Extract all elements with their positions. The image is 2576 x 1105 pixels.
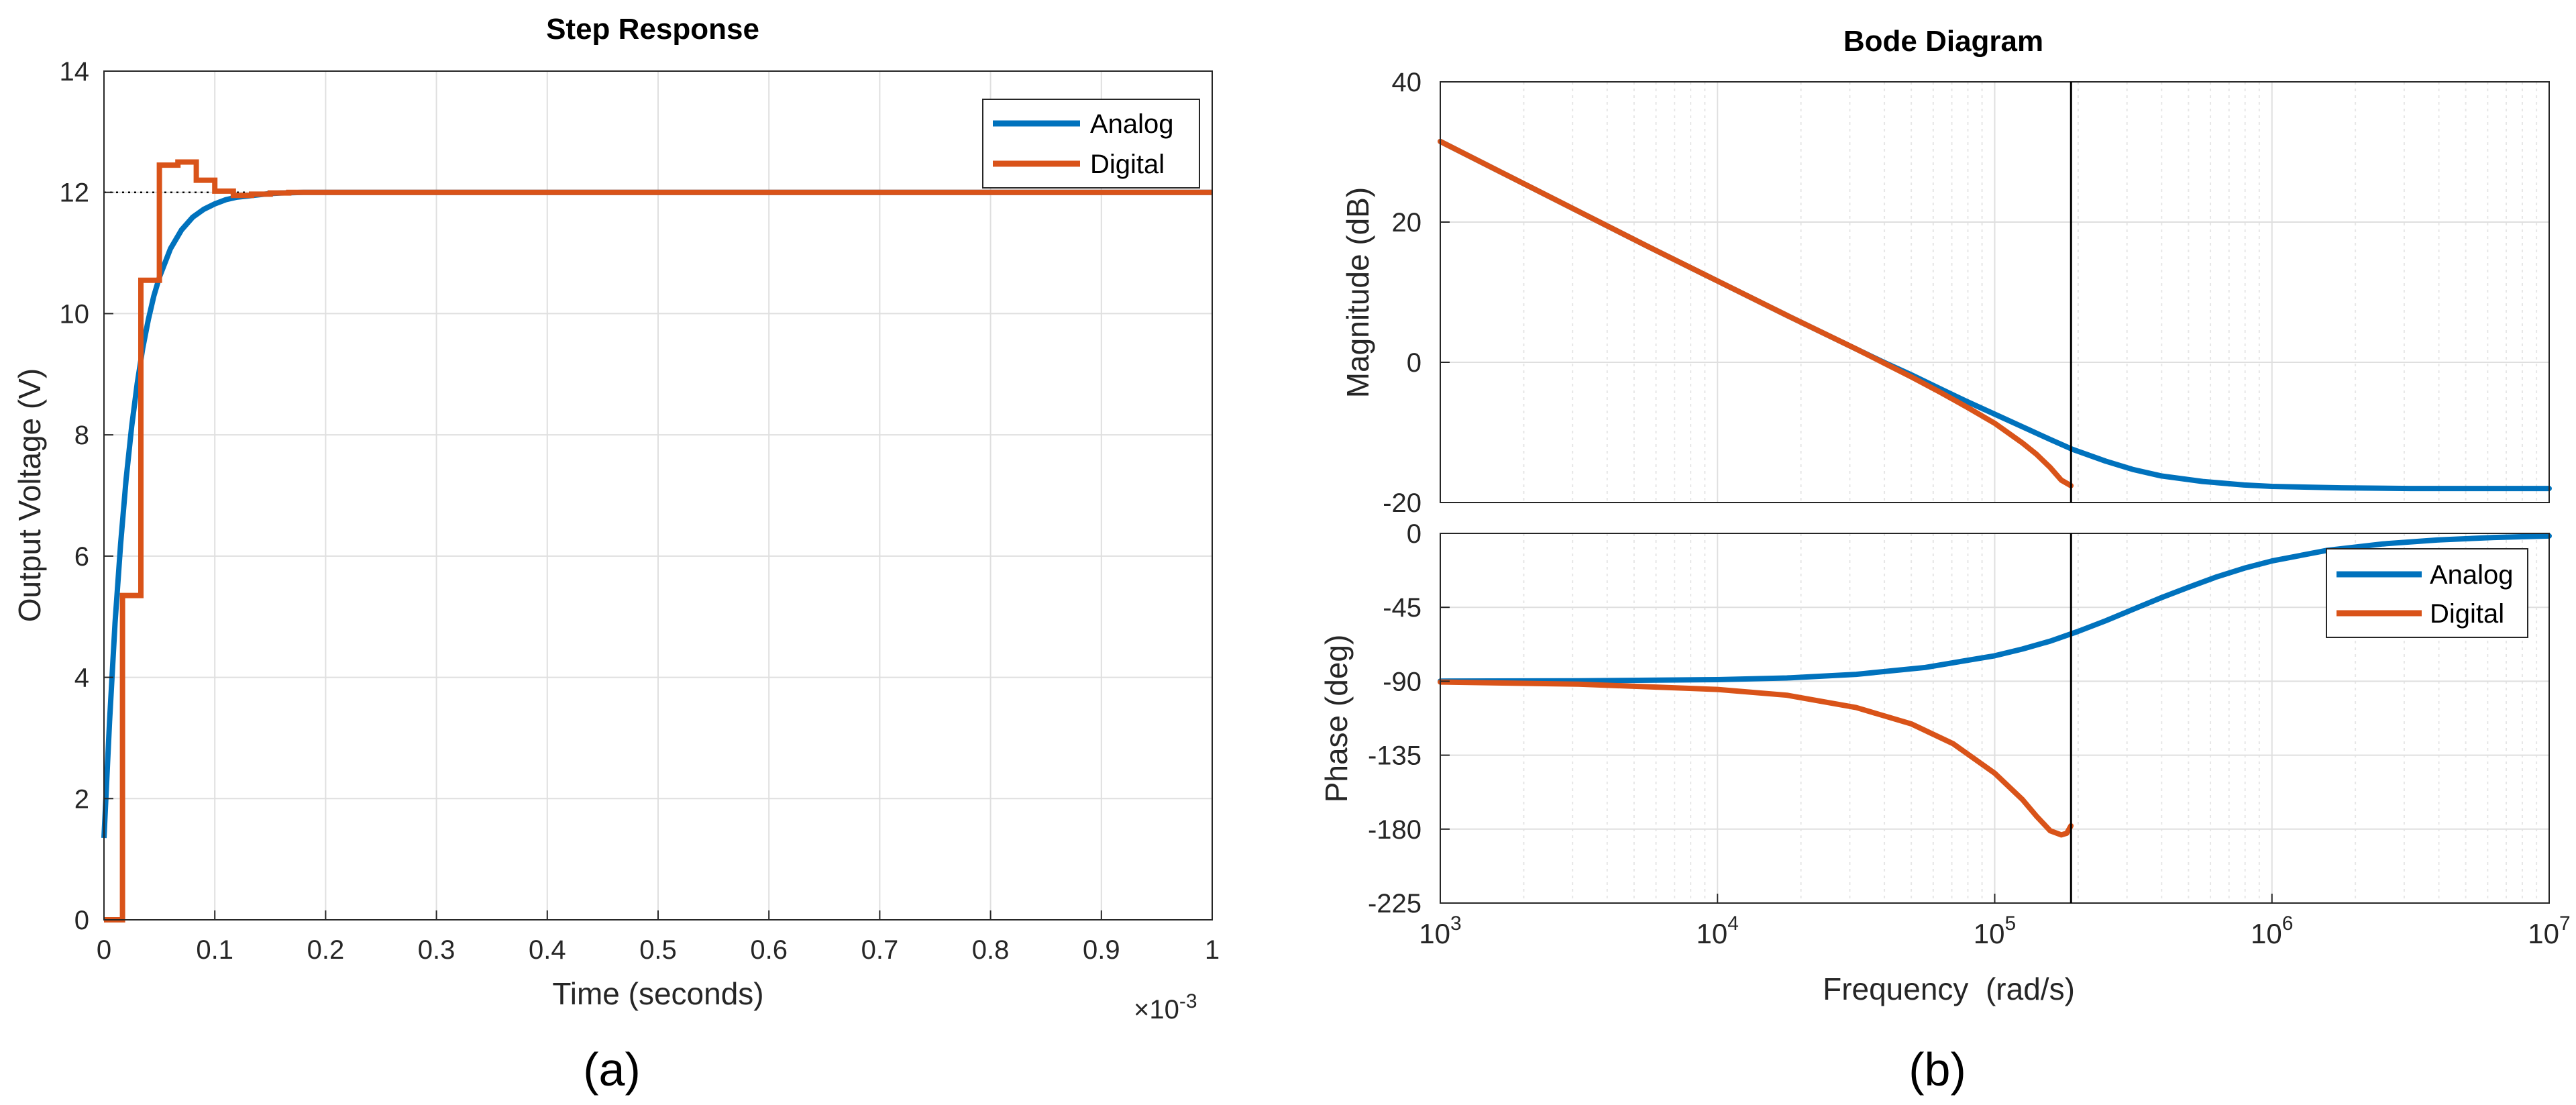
- step-x-exponent-power: -3: [1179, 990, 1197, 1012]
- bode-x-tick-base: 10: [2251, 918, 2282, 949]
- bode-magnitude-y-label: Magnitude (dB): [1340, 187, 1375, 399]
- bode-x-tick-exponent: 7: [2559, 912, 2571, 935]
- bode-legend-analog-label: Analog: [2430, 560, 2514, 590]
- step-digital-line: [104, 159, 1212, 923]
- step-response-chart: Step Response 0 0.1 0.2 0.3 0.4 0.5 0.6 0.7 0.8 0…: [12, 13, 1220, 1096]
- bode-x-tick-label: 105: [1974, 912, 2016, 949]
- bode-x-tick-base: 10: [1419, 918, 1450, 949]
- bode-phase-y-tick-label: -225: [1368, 889, 1421, 918]
- bode-phase-y-label: Phase (deg): [1319, 635, 1354, 803]
- bode-phase-y-tick-label: -135: [1368, 741, 1421, 771]
- step-x-tick-label: 0.9: [1083, 935, 1120, 965]
- bode-magnitude-y-tick-label: -20: [1383, 488, 1421, 518]
- step-legend: Analog Digital: [982, 99, 1200, 189]
- bode-magnitude-y-tick-label: 0: [1407, 348, 1421, 378]
- bode-x-tick-exponent: 5: [2005, 912, 2017, 935]
- step-x-tick-label: 0.6: [750, 935, 788, 965]
- step-response-title: Step Response: [546, 13, 759, 46]
- bode-x-tick-label: 107: [2528, 912, 2570, 949]
- step-x-tick-label: 0.1: [196, 935, 233, 965]
- step-y-tick-label: 4: [74, 664, 89, 693]
- bode-phase-digital-line: [1438, 679, 2074, 838]
- step-y-axis-label: Output Voltage (V): [12, 368, 47, 622]
- bode-phase-analog-line: [1438, 533, 2552, 684]
- bode-phase-y-tick-label: -90: [1383, 667, 1421, 696]
- bode-magnitude-y-tick-label: 20: [1392, 208, 1422, 238]
- bode-magnitude-digital-line: [1438, 138, 2074, 488]
- bode-x-tick-base: 10: [2528, 918, 2559, 949]
- bode-phase-y-tick-label: -45: [1383, 593, 1421, 623]
- bode-phase-y-tick-label: 0: [1407, 519, 1421, 549]
- step-x-tick-label: 0.8: [972, 935, 1010, 965]
- step-x-exponent-base: ×10: [1134, 995, 1179, 1024]
- bode-x-tick-exponent: 4: [1727, 912, 1739, 935]
- bode-x-tick-label: 103: [1419, 912, 1461, 949]
- bode-x-tick-label: 106: [2251, 912, 2293, 949]
- step-y-tick-label: 14: [60, 57, 90, 87]
- step-y-tick-label: 2: [74, 784, 89, 814]
- step-legend-analog-label: Analog: [1090, 109, 1174, 139]
- step-y-tick-label: 0: [74, 906, 89, 935]
- step-y-tick-label: 10: [60, 299, 90, 329]
- step-x-tick-label: 0.4: [529, 935, 566, 965]
- bode-title: Bode Diagram: [1843, 25, 2043, 58]
- bode-x-tick-exponent: 3: [1450, 912, 1462, 935]
- step-x-tick-label: 0: [97, 935, 111, 965]
- step-x-tick-label: 0.3: [418, 935, 455, 965]
- bode-legend-digital-label: Digital: [2430, 599, 2504, 629]
- bode-magnitude-frame: [1440, 81, 2550, 503]
- step-y-tick-label: 8: [74, 421, 89, 450]
- step-x-exponent: ×10-3: [1134, 990, 1197, 1024]
- step-x-tick-label: 0.7: [861, 935, 899, 965]
- bode-x-tick-exponent: 6: [2282, 912, 2294, 935]
- bode-x-tick-base: 10: [1974, 918, 2005, 949]
- step-x-axis-label: Time (seconds): [552, 976, 763, 1011]
- bode-x-tick-label: 104: [1697, 912, 1739, 949]
- step-y-tick-label: 12: [60, 178, 90, 208]
- bode-x-axis-label: Frequency (rad/s): [1823, 971, 2075, 1006]
- bode-magnitude-y-tick-label: 40: [1392, 68, 1422, 97]
- step-x-tick-label: 0.5: [639, 935, 677, 965]
- step-x-tick-label: 1: [1205, 935, 1220, 965]
- panel-label-b: (b): [1909, 1043, 1966, 1096]
- bode-legend-box: [2326, 548, 2528, 638]
- step-legend-digital-label: Digital: [1090, 150, 1165, 179]
- step-x-tick-label: 0.2: [307, 935, 345, 965]
- bode-x-tick-base: 10: [1697, 918, 1728, 949]
- bode-phase-y-tick-label: -180: [1368, 815, 1421, 845]
- panel-label-a: (a): [583, 1043, 641, 1096]
- step-y-tick-label: 6: [74, 542, 89, 572]
- step-legend-box: [982, 99, 1200, 189]
- bode-legend: Analog Digital: [2326, 548, 2528, 638]
